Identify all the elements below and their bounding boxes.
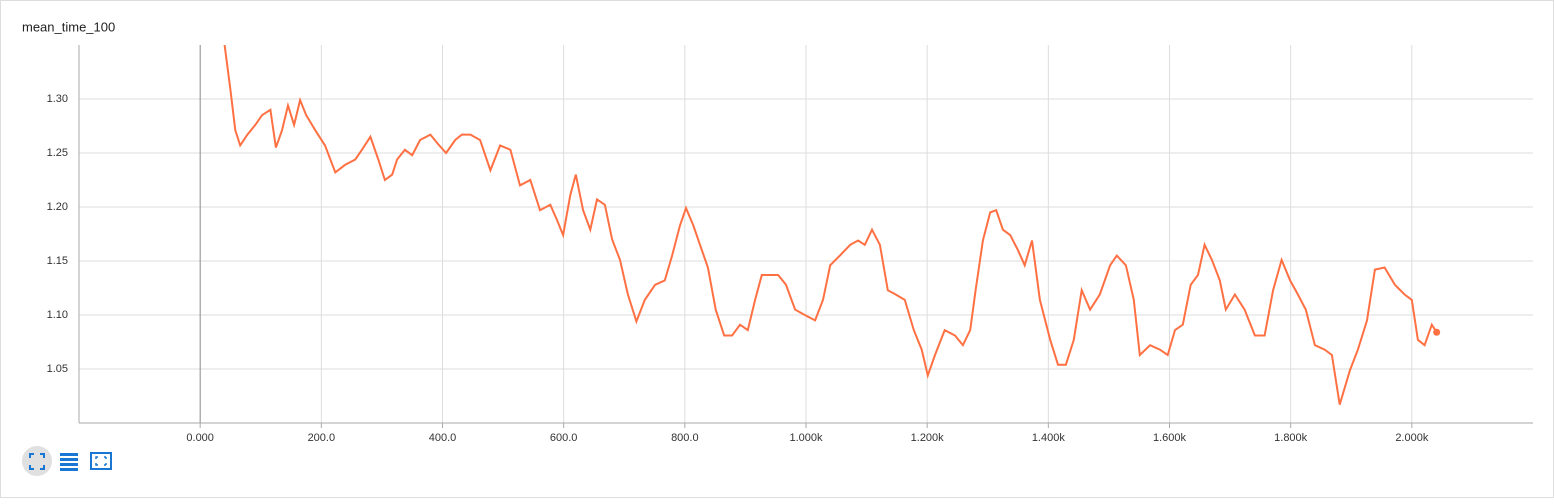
x-tick-label: 200.0 — [308, 432, 336, 444]
data-line — [223, 45, 1438, 405]
x-tick-label: 1.400k — [1032, 432, 1066, 444]
fit-domain-button[interactable] — [22, 446, 52, 476]
x-tick-label: 1.800k — [1274, 432, 1308, 444]
x-tick-label: 600.0 — [550, 432, 578, 444]
x-tick-label: 1.000k — [789, 432, 823, 444]
x-tick-label: 1.600k — [1153, 432, 1187, 444]
x-tick-label: 1.200k — [911, 432, 945, 444]
x-tick-label: 400.0 — [429, 432, 457, 444]
y-tick-label: 1.20 — [47, 201, 68, 213]
y-tick-label: 1.15 — [47, 255, 68, 267]
plot-area: 1.05 1.10 1.15 1.20 1.25 1.30 0.000 200.0 400.0 6… — [47, 45, 1533, 444]
y-tick-label: 1.10 — [47, 309, 68, 321]
x-tick-label: 800.0 — [671, 432, 699, 444]
x-tick-label: 0.000 — [186, 432, 214, 444]
x-tick-label: 2.000k — [1395, 432, 1429, 444]
chart-title: mean_time_100 — [22, 19, 115, 34]
toggle-log-button[interactable] — [60, 453, 78, 471]
y-tick-label: 1.25 — [47, 147, 68, 159]
expand-button[interactable] — [90, 452, 112, 470]
y-tick-label: 1.05 — [47, 363, 68, 375]
last-point — [1433, 328, 1441, 336]
y-tick-label: 1.30 — [47, 93, 68, 105]
